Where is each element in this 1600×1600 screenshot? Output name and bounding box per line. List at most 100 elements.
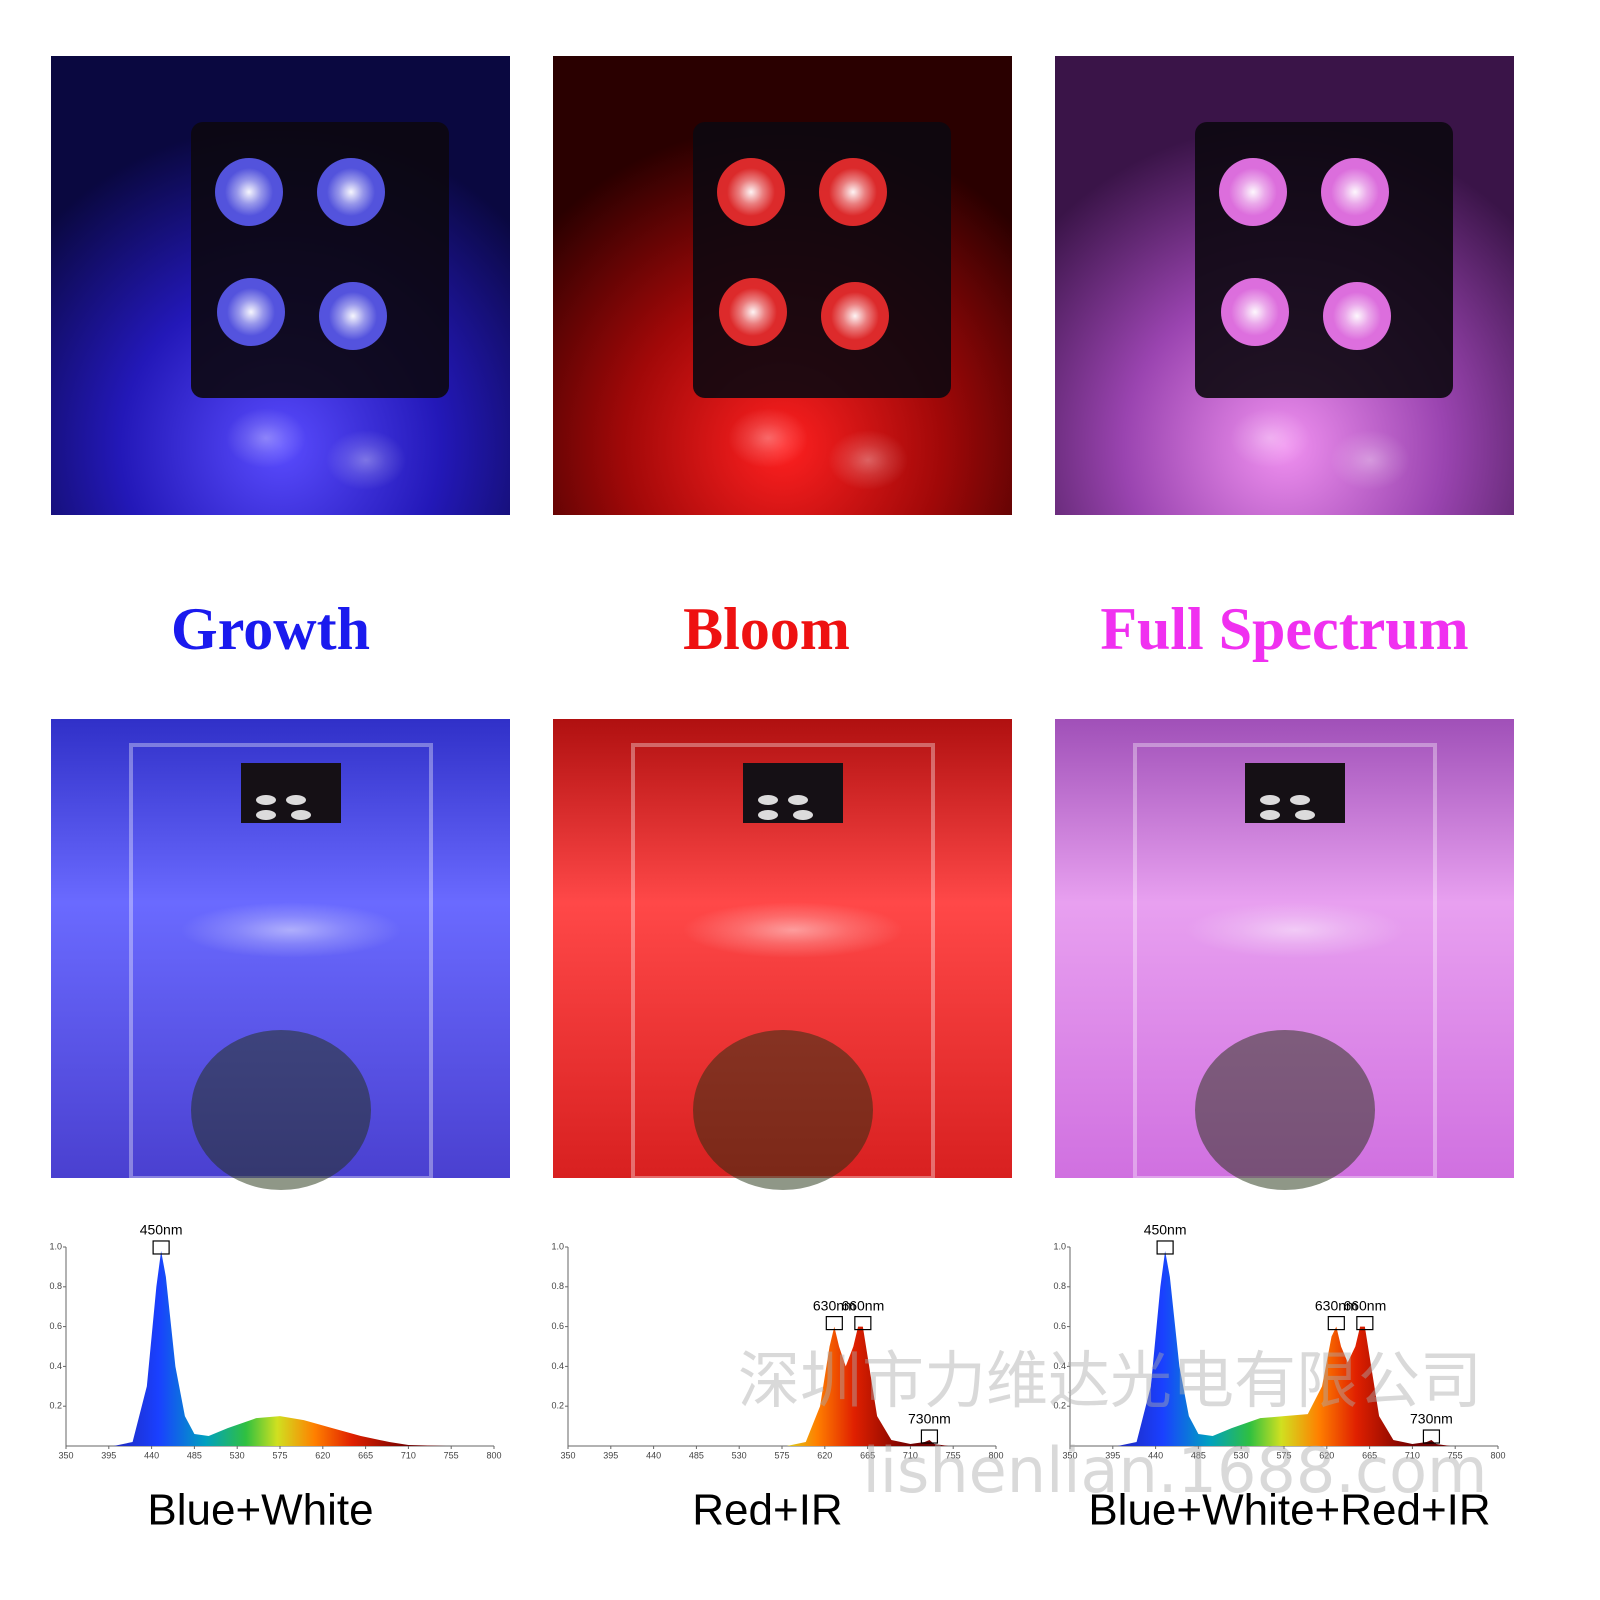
x-tick-label: 350 [1062, 1450, 1077, 1460]
tent-glow [683, 902, 903, 958]
tent-fixture [1245, 763, 1345, 823]
lens-glow [829, 168, 877, 216]
x-tick-label: 800 [988, 1450, 1003, 1460]
x-tick-label: 665 [1362, 1450, 1377, 1460]
x-tick-label: 395 [1105, 1450, 1120, 1460]
x-tick-label: 620 [315, 1450, 330, 1460]
x-tick-label: 530 [230, 1450, 245, 1460]
lens-glow [1331, 168, 1379, 216]
x-tick-label: 755 [444, 1450, 459, 1460]
y-tick-label: 0.6 [49, 1321, 62, 1331]
x-tick-label: 530 [732, 1450, 747, 1460]
x-tick-label: 440 [1148, 1450, 1163, 1460]
x-tick-label: 485 [1191, 1450, 1206, 1460]
tent-lens [1295, 810, 1315, 820]
plants [191, 1030, 371, 1190]
x-tick-label: 350 [560, 1450, 575, 1460]
tent-lens [758, 795, 778, 805]
x-tick-label: 755 [1448, 1450, 1463, 1460]
x-tick-label: 710 [903, 1450, 918, 1460]
fixture-body [191, 122, 449, 398]
tent-lens [1260, 795, 1280, 805]
x-tick-label: 530 [1234, 1450, 1249, 1460]
panel-caption: Blue+White+Red+IR [1088, 1486, 1490, 1535]
x-tick-label: 710 [401, 1450, 416, 1460]
tent-fixture [743, 763, 843, 823]
peak-label: 730nm [908, 1411, 951, 1427]
tent-lens [256, 810, 276, 820]
tent-lens [256, 795, 276, 805]
panel-heading: Growth [171, 596, 370, 662]
y-tick-label: 0.2 [49, 1401, 62, 1411]
tent-fixture [241, 763, 341, 823]
plants [1195, 1030, 1375, 1190]
reflection [828, 430, 908, 490]
tent-glow [1185, 902, 1405, 958]
peak-marker [152, 1240, 170, 1255]
peak-label: 630nm [813, 1297, 856, 1313]
tent-lens [1260, 810, 1280, 820]
peak-marker [1356, 1315, 1374, 1331]
reflection [226, 408, 306, 468]
panel-caption: Blue+White [147, 1486, 373, 1535]
peak-marker [854, 1315, 872, 1331]
plants [693, 1030, 873, 1190]
x-tick-label: 665 [860, 1450, 875, 1460]
y-tick-label: 0.2 [551, 1401, 564, 1411]
peak-marker [1156, 1240, 1174, 1255]
x-tick-label: 710 [1405, 1450, 1420, 1460]
x-tick-label: 440 [646, 1450, 661, 1460]
x-tick-label: 575 [774, 1450, 789, 1460]
x-tick-label: 395 [603, 1450, 618, 1460]
y-tick-label: 1.0 [1053, 1241, 1066, 1251]
y-tick-label: 1.0 [551, 1241, 564, 1251]
y-tick-label: 0.8 [551, 1281, 564, 1291]
y-tick-label: 0.6 [1053, 1321, 1066, 1331]
reflection [1230, 408, 1310, 468]
lens-glow [1231, 288, 1279, 336]
lens-glow [729, 288, 777, 336]
y-tick-label: 0.4 [551, 1361, 564, 1371]
x-tick-label: 575 [1276, 1450, 1291, 1460]
peak-label: 450nm [1144, 1222, 1187, 1238]
x-tick-label: 800 [1490, 1450, 1505, 1460]
reflection [728, 408, 808, 468]
watermark-company: 深圳市力维达光电有限公司 [738, 1344, 1482, 1417]
tent-lens [291, 810, 311, 820]
x-tick-label: 620 [817, 1450, 832, 1460]
y-tick-label: 0.4 [1053, 1361, 1066, 1371]
y-tick-label: 1.0 [49, 1241, 62, 1251]
peak-label: 660nm [841, 1297, 884, 1313]
y-tick-label: 0.2 [1053, 1401, 1066, 1411]
lens-glow [327, 168, 375, 216]
tent-lens [758, 810, 778, 820]
reflection [1330, 430, 1410, 490]
tent-glow [181, 902, 401, 958]
y-tick-label: 0.4 [49, 1361, 62, 1371]
tent-lens [788, 795, 808, 805]
panel-heading: Bloom [683, 596, 850, 662]
panel-heading: Full Spectrum [1100, 596, 1468, 662]
peak-label: 730nm [1410, 1411, 1453, 1427]
panel-caption: Red+IR [692, 1486, 842, 1535]
x-tick-label: 350 [58, 1450, 73, 1460]
x-tick-label: 620 [1319, 1450, 1334, 1460]
watermark-site: lishenlian.1688.com [863, 1434, 1488, 1507]
tent-lens [1290, 795, 1310, 805]
x-tick-label: 485 [689, 1450, 704, 1460]
tent-lens [793, 810, 813, 820]
lens-glow [727, 168, 775, 216]
spectrum-area [1070, 1250, 1498, 1446]
peak-marker [825, 1315, 843, 1331]
spectrum-area [66, 1250, 494, 1446]
y-tick-label: 0.6 [551, 1321, 564, 1331]
lens-glow [1229, 168, 1277, 216]
lens-glow [329, 292, 377, 340]
x-tick-label: 755 [946, 1450, 961, 1460]
peak-label: 450nm [140, 1222, 183, 1238]
peak-label: 630nm [1315, 1297, 1358, 1313]
x-tick-label: 665 [358, 1450, 373, 1460]
y-tick-label: 0.8 [49, 1281, 62, 1291]
tent-lens [286, 795, 306, 805]
